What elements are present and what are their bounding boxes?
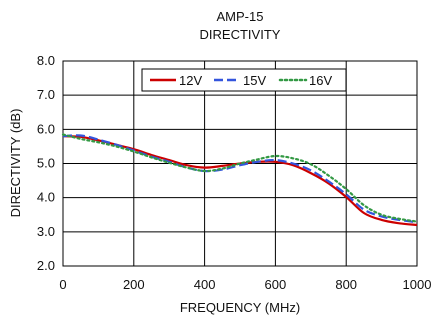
plot-area bbox=[62, 60, 418, 267]
x-tick-label: 600 bbox=[265, 277, 287, 292]
y-tick-label: 2.0 bbox=[37, 258, 55, 273]
x-tick-label: 200 bbox=[123, 277, 145, 292]
y-tick-label: 3.0 bbox=[37, 224, 55, 239]
x-tick-label: 800 bbox=[335, 277, 357, 292]
y-axis-ticks: 2.0 3.0 4.0 5.0 6.0 7.0 8.0 bbox=[37, 53, 55, 273]
y-tick-label: 6.0 bbox=[37, 121, 55, 136]
x-tick-label: 0 bbox=[59, 277, 66, 292]
y-axis-label: DIRECTIVITY (dB) bbox=[8, 109, 23, 218]
y-tick-label: 5.0 bbox=[37, 156, 55, 171]
series-line-12v bbox=[62, 135, 418, 227]
chart-subtitle: DIRECTIVITY bbox=[200, 27, 281, 42]
x-tick-label: 400 bbox=[194, 277, 216, 292]
series-line-15v bbox=[62, 134, 418, 224]
legend-label: 16V bbox=[309, 73, 332, 88]
y-tick-label: 8.0 bbox=[37, 53, 55, 68]
chart-title: AMP-15 bbox=[217, 9, 264, 24]
legend-label: 12V bbox=[179, 73, 202, 88]
series-group bbox=[61, 133, 419, 227]
legend: 12V 15V 16V bbox=[141, 68, 347, 92]
y-tick-label: 7.0 bbox=[37, 87, 55, 102]
series-line-16v bbox=[61, 133, 419, 223]
x-axis-label: FREQUENCY (MHz) bbox=[180, 300, 300, 315]
legend-box bbox=[141, 68, 347, 92]
legend-label: 15V bbox=[243, 73, 266, 88]
y-tick-label: 4.0 bbox=[37, 190, 55, 205]
x-tick-label: 1000 bbox=[403, 277, 432, 292]
x-axis-ticks: 0 200 400 600 800 1000 bbox=[59, 277, 431, 292]
